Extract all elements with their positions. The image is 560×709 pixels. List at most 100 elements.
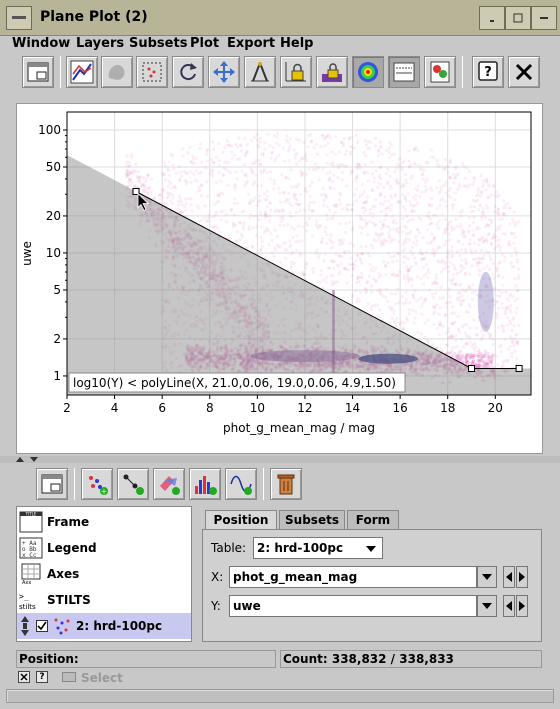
window-menu-button[interactable] <box>6 6 32 30</box>
legend-icon: + Aao Bbx Cc <box>19 537 43 559</box>
x-tick-label: 6 <box>158 401 166 415</box>
menu-subsets[interactable]: Subsets <box>129 36 188 51</box>
axis-lock-icon[interactable] <box>280 56 312 88</box>
clear-selection-icon[interactable] <box>18 671 30 683</box>
x-tick-label: 16 <box>392 401 407 415</box>
sketch-icon[interactable] <box>388 56 420 88</box>
layer-label-stilts: STILTS <box>47 593 91 607</box>
svg-text:?: ? <box>484 65 492 80</box>
drag-handle-icon[interactable] <box>20 615 30 637</box>
add-pair-layer-icon[interactable] <box>117 468 149 500</box>
lasso-icon[interactable] <box>136 56 168 88</box>
x-tick-label: 20 <box>488 401 503 415</box>
position-panel: Table: 2: hrd-100pc X: phot_g_mean_mag Y… <box>202 529 542 642</box>
selection-annotation: log10(Y) < polyLine(X, 21.0,0.06, 19.0,0… <box>68 372 406 393</box>
x-tick-label: 14 <box>345 401 360 415</box>
layer-visible-checkbox[interactable] <box>36 620 48 632</box>
polyline-handle[interactable] <box>515 364 523 372</box>
horizontal-scrollbar[interactable] <box>6 689 554 703</box>
delete-layer-icon[interactable] <box>270 468 302 500</box>
layer-item-legend[interactable]: + Aa o Bb x Cc Legend <box>17 535 191 561</box>
y-label: Y: <box>211 599 221 613</box>
x-prev-button[interactable] <box>503 566 515 588</box>
window-title: Plane Plot (2) <box>40 9 148 25</box>
select-button[interactable]: Select <box>81 671 123 685</box>
density-icon[interactable] <box>352 56 384 88</box>
layer-label-frame: Frame <box>47 515 90 529</box>
float-control-icon[interactable] <box>36 468 68 500</box>
x-tick-label: 18 <box>440 401 455 415</box>
menu-window[interactable]: Window <box>12 36 71 51</box>
layer-item-axes[interactable]: Axx Axes <box>17 561 191 587</box>
axis-icon[interactable] <box>244 56 276 88</box>
add-histogram-icon[interactable] <box>189 468 221 500</box>
layer-item-frame[interactable]: TITLE Frame <box>17 509 191 535</box>
layer-toolbar: + <box>0 466 560 502</box>
stilts-icon: >_stilts <box>19 592 36 611</box>
x-tick-label: 10 <box>250 401 265 415</box>
layer-item-hrd[interactable]: 2: hrd-100pc <box>17 613 191 639</box>
y-dropdown-button[interactable] <box>477 595 497 617</box>
toolbar: ? <box>0 56 560 90</box>
y-tick-label: 1 <box>53 369 61 383</box>
menu-help[interactable]: Help <box>280 36 314 51</box>
select-icon <box>62 672 76 682</box>
y-tick-label: 10 <box>46 246 61 260</box>
maximize-button[interactable] <box>505 6 531 30</box>
y-prev-button[interactable] <box>503 595 515 617</box>
table-select[interactable]: 2: hrd-100pc <box>253 537 383 559</box>
x-axis-label: phot_g_mean_mag / mag <box>223 421 375 435</box>
axes-icon: Axx <box>21 563 41 585</box>
footer-bar: ? Select <box>0 669 560 687</box>
close-window-button[interactable] <box>531 6 557 30</box>
tab-form[interactable]: Form <box>347 510 399 530</box>
plot-frame <box>66 111 532 396</box>
plot-canvas[interactable]: 2 4 6 8 10 12 14 16 18 20 100 50 20 10 5 2 1 phot_g_mean_… <box>17 104 544 455</box>
x-input-value: phot_g_mean_mag <box>233 570 358 584</box>
layer-item-stilts[interactable]: >_ stilts STILTS <box>17 587 191 613</box>
y-input-value: uwe <box>233 599 261 613</box>
y-next-button[interactable] <box>516 595 528 617</box>
plot-panel[interactable]: 2 4 6 8 10 12 14 16 18 20 100 50 20 10 5 2 1 phot_g_mean_… <box>16 103 543 454</box>
replot-icon[interactable] <box>66 56 98 88</box>
x-input[interactable]: phot_g_mean_mag <box>229 566 477 588</box>
x-tick-label: 2 <box>63 401 71 415</box>
menu-export[interactable]: Export <box>227 36 276 51</box>
chevron-down-icon <box>482 574 492 580</box>
add-function-icon[interactable] <box>225 468 257 500</box>
add-area-layer-icon[interactable] <box>153 468 185 500</box>
x-dropdown-button[interactable] <box>477 566 497 588</box>
help-small-icon[interactable]: ? <box>36 671 48 683</box>
help-icon[interactable]: ? <box>472 56 504 88</box>
scatter-layer-icon <box>54 618 70 635</box>
polyline-handle[interactable] <box>468 364 476 372</box>
minimize-button[interactable] <box>479 6 505 30</box>
aux-lock-icon[interactable] <box>316 56 348 88</box>
window-icon[interactable] <box>22 56 54 88</box>
layer-label-legend: Legend <box>47 541 97 555</box>
x-tick-label: 12 <box>297 401 312 415</box>
close-icon[interactable] <box>508 56 540 88</box>
y-tick-label: 2 <box>53 332 61 346</box>
tab-subsets[interactable]: Subsets <box>279 510 345 530</box>
density-core <box>249 271 494 379</box>
x-next-button[interactable] <box>516 566 528 588</box>
add-scatter-layer-icon[interactable]: + <box>81 468 113 500</box>
menu-plot[interactable]: Plot <box>190 36 220 51</box>
x-tick-label: 8 <box>206 401 214 415</box>
y-axis-label: uwe <box>20 241 34 266</box>
x-tick-label: 4 <box>111 401 119 415</box>
y-input[interactable]: uwe <box>229 595 477 617</box>
navigation-icon[interactable] <box>208 56 240 88</box>
cursor-icon <box>137 192 149 212</box>
y-tick-label: 5 <box>53 283 61 297</box>
export-icon[interactable] <box>424 56 456 88</box>
menu-layers[interactable]: Layers <box>76 36 125 51</box>
x-label: X: <box>211 570 224 584</box>
polyline-handle[interactable] <box>132 188 140 196</box>
splitter[interactable] <box>0 456 560 463</box>
rotate-icon[interactable] <box>172 56 204 88</box>
blob-icon[interactable] <box>101 56 133 88</box>
tab-position[interactable]: Position <box>205 510 277 530</box>
count-status: Count: 338,832 / 338,833 <box>280 650 542 668</box>
